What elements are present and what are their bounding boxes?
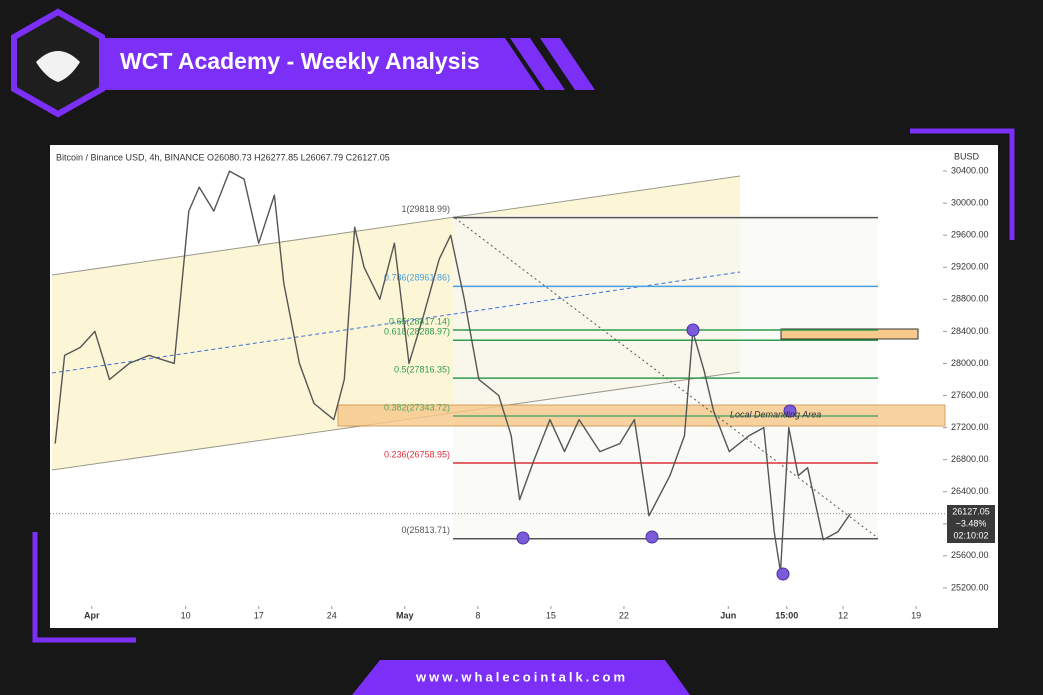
change: −3.48% [956,518,987,528]
banner-stripe [510,38,565,90]
y-tick-label: 27200.00 [951,422,989,432]
y-tick-label: 25200.00 [951,582,989,592]
channel-midline [51,271,741,374]
last-price: 26127.05 [952,506,990,516]
x-tick-label: 22 [619,610,629,620]
x-tick-label: Jun [720,610,736,620]
marker [783,404,797,418]
y-tick-label: 25600.00 [951,550,989,560]
y-tick-label: 28800.00 [951,294,989,304]
x-tick-label: May [396,610,414,620]
x-tick-label: 8 [475,610,480,620]
marker [776,567,790,581]
footer-url: www.whalecointalk.com [415,669,628,684]
fib-label: 0.618(28288.97) [384,327,450,337]
markers [516,323,797,581]
y-tick-label: 27600.00 [951,390,989,400]
currency: BUSD [954,151,980,161]
corner-bracket [910,128,1015,240]
marker [645,530,659,544]
y-tick-label: 28400.00 [951,326,989,336]
annotation: Local Demanding Area [730,409,821,419]
fib-label: 0.382(27343.72) [384,402,450,412]
x-tick-label: Apr [84,610,100,620]
banner-stripe [540,38,595,90]
y-tick-label: 26800.00 [951,454,989,464]
x-tick-label: 17 [254,610,264,620]
plot: 25200.0025600.0026000.0026400.0026800.00… [50,165,989,620]
price-line [54,170,851,573]
title: WCT Academy - Weekly Analysis [120,48,480,74]
logo-icon [36,51,80,82]
x-tick-label: 15:00 [775,610,798,620]
fib-label: 1(29818.99) [401,204,450,214]
supply-box [780,328,919,340]
y-tick-label: 29200.00 [951,262,989,272]
y-tick-label: 28000.00 [951,358,989,368]
marker [686,323,700,337]
x-tick-label: 24 [327,610,337,620]
fib-label: 0.5(27816.35) [394,365,450,375]
symbol-info: Bitcoin / Binance USD, 4h, BINANCE O2608… [56,152,390,162]
fib-label: 0.236(26758.95) [384,449,450,459]
x-tick-label: 12 [838,610,848,620]
y-tick-label: 26400.00 [951,486,989,496]
countdown: 02:10:02 [953,530,988,540]
x-tick-label: 19 [911,610,921,620]
marker [516,531,530,545]
x-tick-label: 10 [181,610,191,620]
fib-label: 0.65(28417.14) [389,316,450,326]
y-tick-label: 30400.00 [951,165,989,175]
footer-banner [352,660,690,695]
corner-bracket [32,532,136,643]
channel-line [51,175,741,276]
y-tick-label: 29600.00 [951,230,989,240]
title-banner [100,38,540,90]
y-tick-label: 30000.00 [951,197,989,207]
price-tag [947,505,995,543]
x-tick-label: 15 [546,610,556,620]
fib-label: 0(25813.71) [401,525,450,535]
fib-label: 0.786(28961.86) [384,273,450,283]
